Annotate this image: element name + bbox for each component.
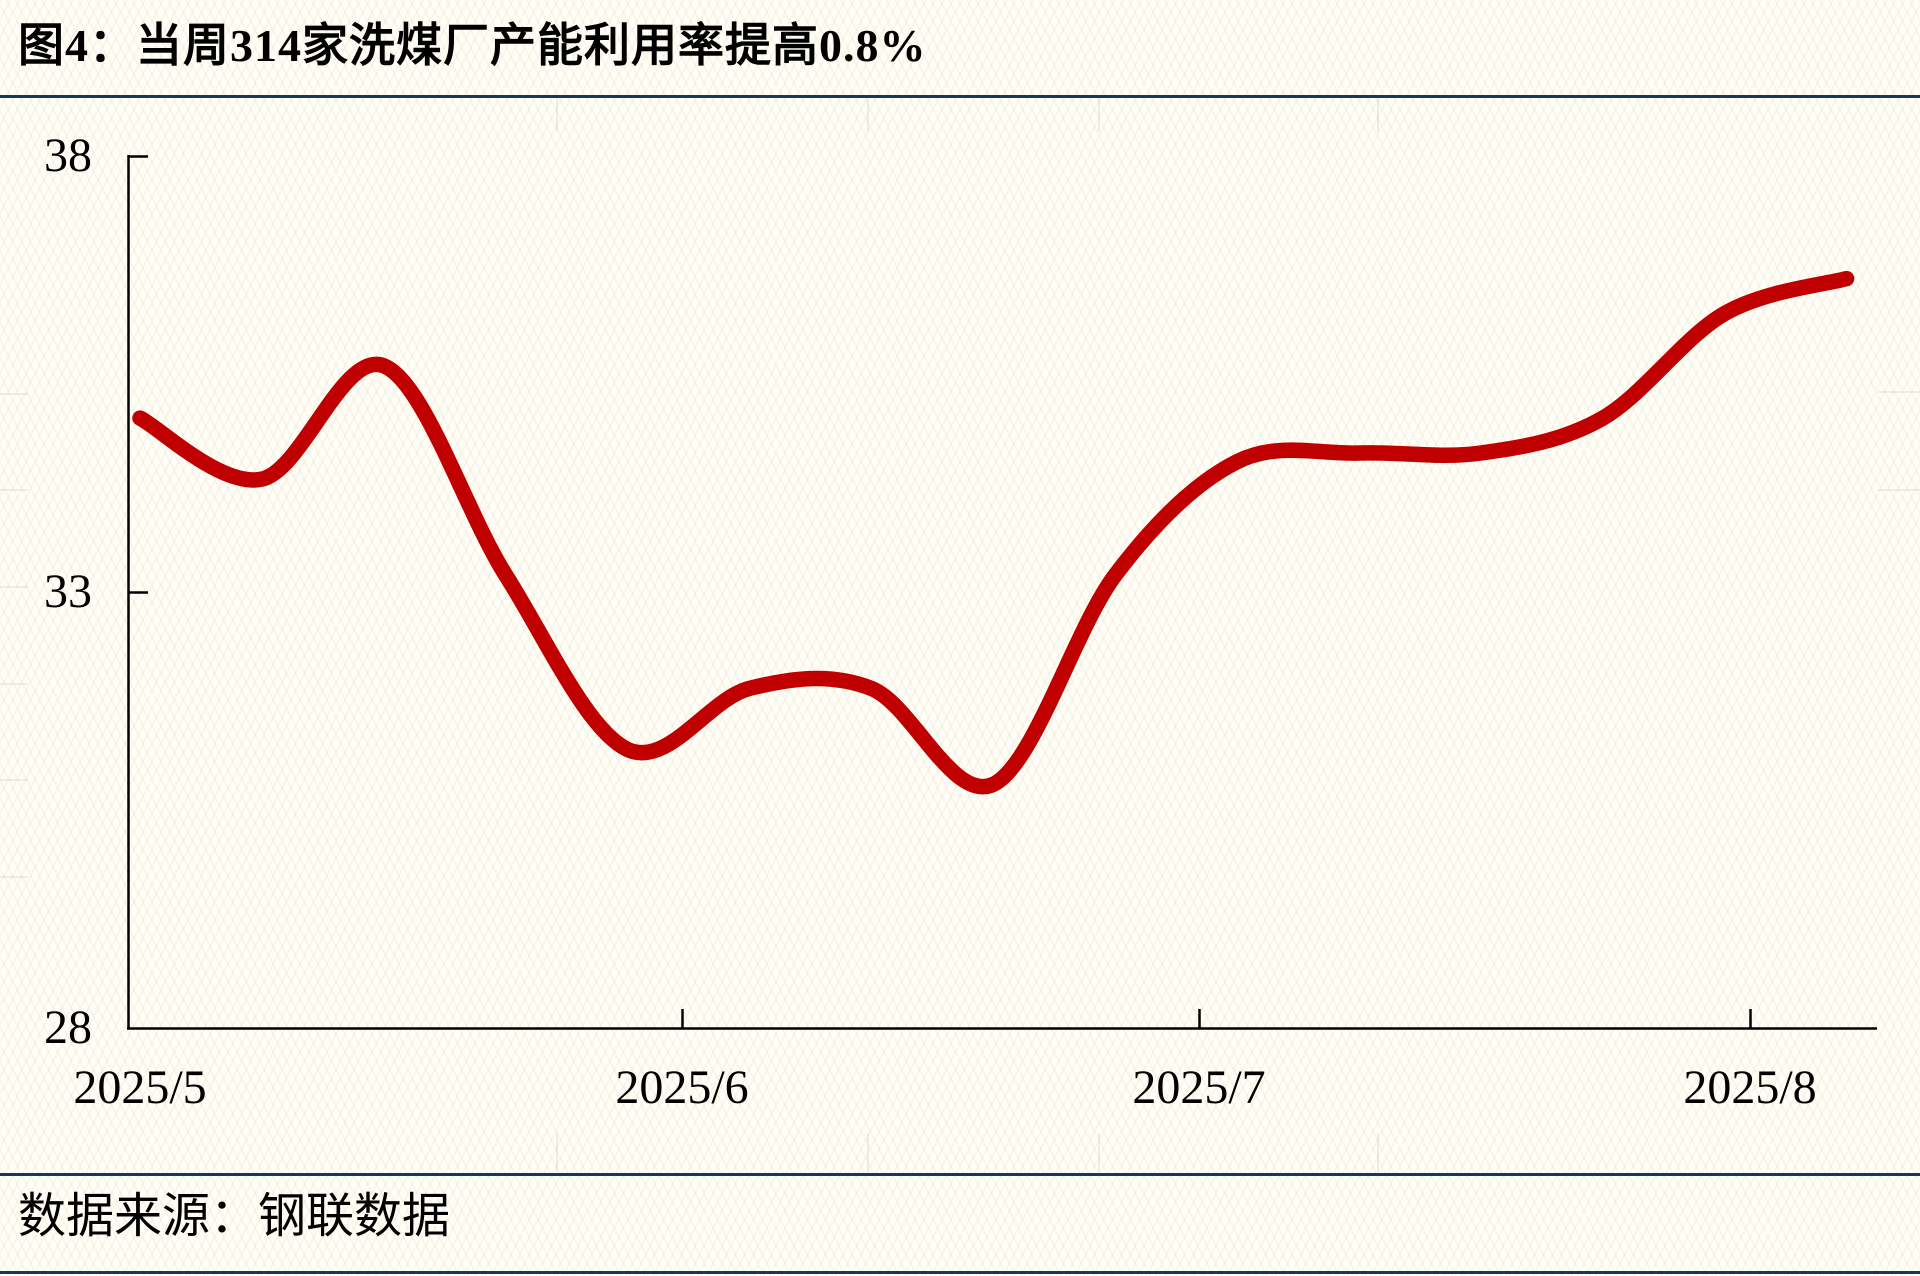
x-axis-label-2025-6: 2025/6 <box>615 1061 749 1114</box>
x-axis-label-2025-8: 2025/8 <box>1683 1061 1817 1114</box>
background-grid-artifacts <box>0 98 1920 1172</box>
chart-title: 图4：当周314家洗煤厂产能利用率提高0.8% <box>18 20 927 71</box>
title-divider-line <box>0 95 1920 98</box>
y-axis-label-38: 38 <box>44 129 92 182</box>
data-source-note: 数据来源：钢联数据 <box>18 1190 451 1243</box>
axes <box>127 155 1877 1030</box>
footer-divider-line <box>0 1173 1920 1176</box>
utilization-line-series <box>132 270 1855 795</box>
page-bottom-edge-line <box>0 1271 1920 1274</box>
y-axis-label-28: 28 <box>44 1001 92 1054</box>
x-axis-label-2025-7: 2025/7 <box>1132 1061 1266 1114</box>
x-axis-label-2025-5: 2025/5 <box>73 1061 207 1114</box>
y-axis-label-33: 33 <box>44 565 92 618</box>
